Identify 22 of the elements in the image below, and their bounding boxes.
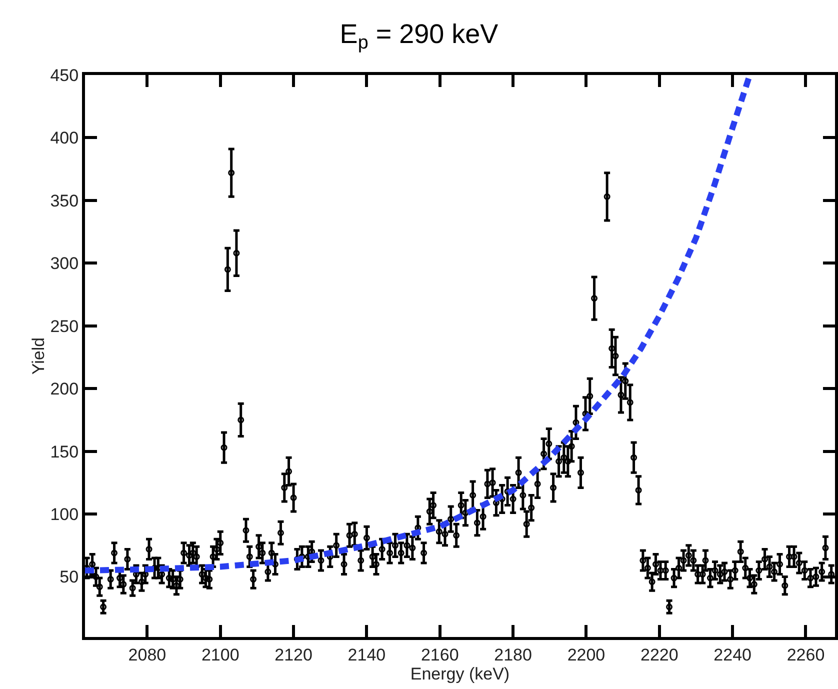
y-axis-title: Yield xyxy=(28,337,48,375)
x-tick-label: 2220 xyxy=(640,645,678,664)
x-axis-title: Energy (keV) xyxy=(410,664,510,684)
y-tick-label: 250 xyxy=(50,316,79,336)
y-tick-label: 350 xyxy=(50,191,79,210)
x-tick-label: 2180 xyxy=(494,645,532,664)
x-tick-label: 2260 xyxy=(786,645,825,664)
y-tick-label: 50 xyxy=(60,568,79,587)
x-tick-label: 2160 xyxy=(420,645,459,664)
x-tick-label: 2120 xyxy=(274,645,312,664)
x-tick-label: 2100 xyxy=(201,645,240,664)
x-tick-label: 2240 xyxy=(714,645,752,664)
x-tick-label: 2080 xyxy=(128,645,166,664)
chart-title: E$_{p}$ = 290 keV xyxy=(340,19,498,54)
x-tick-label: 2200 xyxy=(567,645,606,664)
y-tick-label: 150 xyxy=(50,442,79,462)
y-tick-label: 400 xyxy=(50,128,79,148)
y-tick-label: 200 xyxy=(50,380,79,399)
x-tick-label: 2140 xyxy=(348,645,386,664)
y-tick-label: 450 xyxy=(50,66,79,85)
y-tick-label: 100 xyxy=(50,505,79,524)
y-tick-label: 300 xyxy=(50,254,79,274)
